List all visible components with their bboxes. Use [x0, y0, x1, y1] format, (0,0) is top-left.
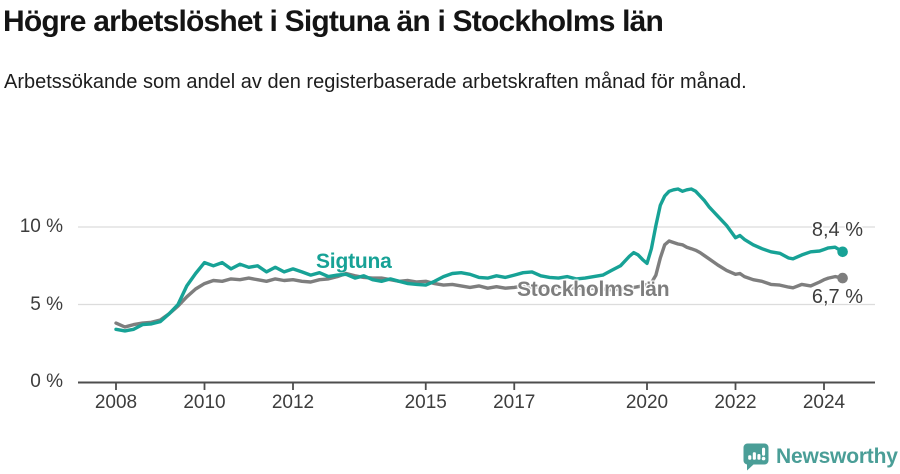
x-tick-label: 2015 — [404, 392, 447, 413]
series-label-sigtuna: Sigtuna — [316, 250, 392, 273]
y-tick-label: 0 % — [30, 371, 63, 392]
series-label-stockholms-lan: Stockholms län — [517, 278, 670, 301]
x-tick-label: 2010 — [183, 392, 226, 413]
end-value-sigtuna: 8,4 % — [811, 219, 863, 241]
page-title: Högre arbetslöshet i Sigtuna än i Stockh… — [3, 5, 664, 38]
newsworthy-wordmark: Newsworthy — [776, 445, 898, 468]
chart-subtitle: Arbetssökande som andel av den registerb… — [4, 71, 747, 93]
x-tick-label: 2017 — [493, 392, 536, 413]
x-tick-label: 2020 — [625, 392, 669, 413]
x-tick-label: 2012 — [271, 392, 315, 413]
x-tick-label: 2022 — [714, 392, 757, 413]
end-value-stockholms-lan: 6,7 % — [811, 286, 863, 308]
newsworthy-icon — [743, 443, 769, 471]
y-tick-label: 10 % — [19, 216, 63, 237]
series-line-1 — [114, 239, 845, 329]
series-end-dot-1 — [837, 272, 848, 284]
newsworthy-logo[interactable]: Newsworthy — [743, 443, 898, 471]
x-tick-label: 2024 — [802, 392, 846, 413]
y-tick-label: 5 % — [30, 293, 63, 315]
x-tick-label: 2008 — [94, 392, 138, 413]
series-line-0 — [114, 187, 845, 333]
series-end-dot-0 — [837, 246, 848, 258]
